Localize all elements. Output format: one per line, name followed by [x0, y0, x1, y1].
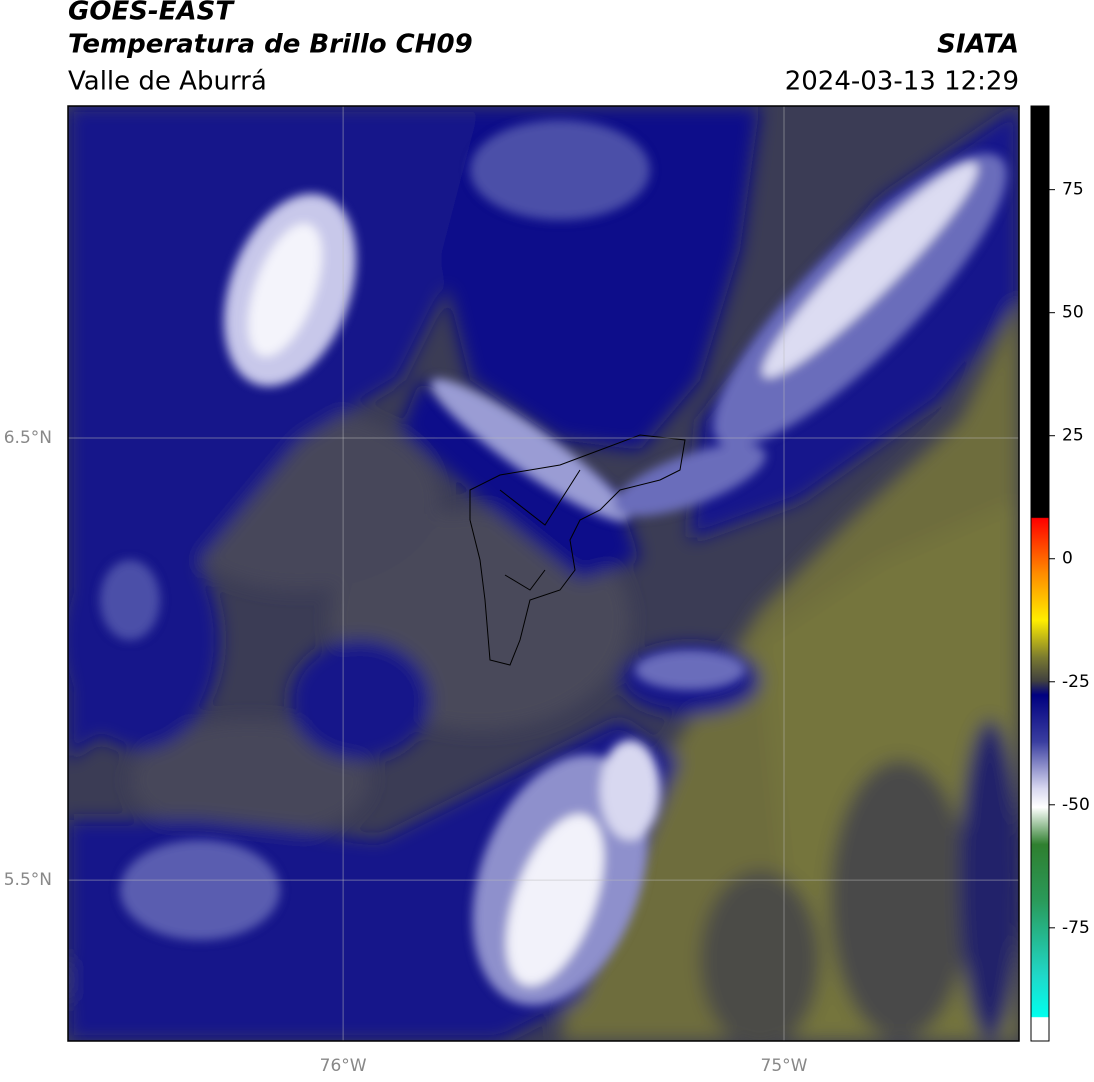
subtitle: Temperatura de Brillo CH09	[68, 30, 473, 60]
colorbar-tick-label: 25	[1062, 426, 1084, 446]
colorbar-tick-label: -75	[1062, 918, 1090, 938]
source: SIATA	[937, 30, 1019, 60]
region: Valle de Aburrá	[68, 67, 267, 97]
satellite-image	[68, 106, 1019, 1041]
lon-tick-label: 76°W	[320, 1056, 367, 1076]
colorbar	[1030, 105, 1050, 1042]
colorbar-tick-label: 50	[1062, 303, 1084, 323]
lat-tick-label: 6.5°N	[4, 428, 52, 448]
municipal-boundaries	[469, 434, 686, 666]
colorbar-tick-label: 75	[1062, 180, 1084, 200]
graticule	[68, 106, 1019, 1041]
map-frame	[67, 105, 1020, 1042]
colorbar-tick-label: -25	[1062, 672, 1090, 692]
timestamp: 2024-03-13 12:29	[785, 67, 1019, 97]
lon-tick-label: 75°W	[761, 1056, 808, 1076]
colorbar-tick-label: -50	[1062, 795, 1090, 815]
lat-tick-label: 5.5°N	[4, 870, 52, 890]
title: GOES-EAST	[68, 0, 235, 27]
colorbar-tick-label: 0	[1062, 549, 1073, 569]
